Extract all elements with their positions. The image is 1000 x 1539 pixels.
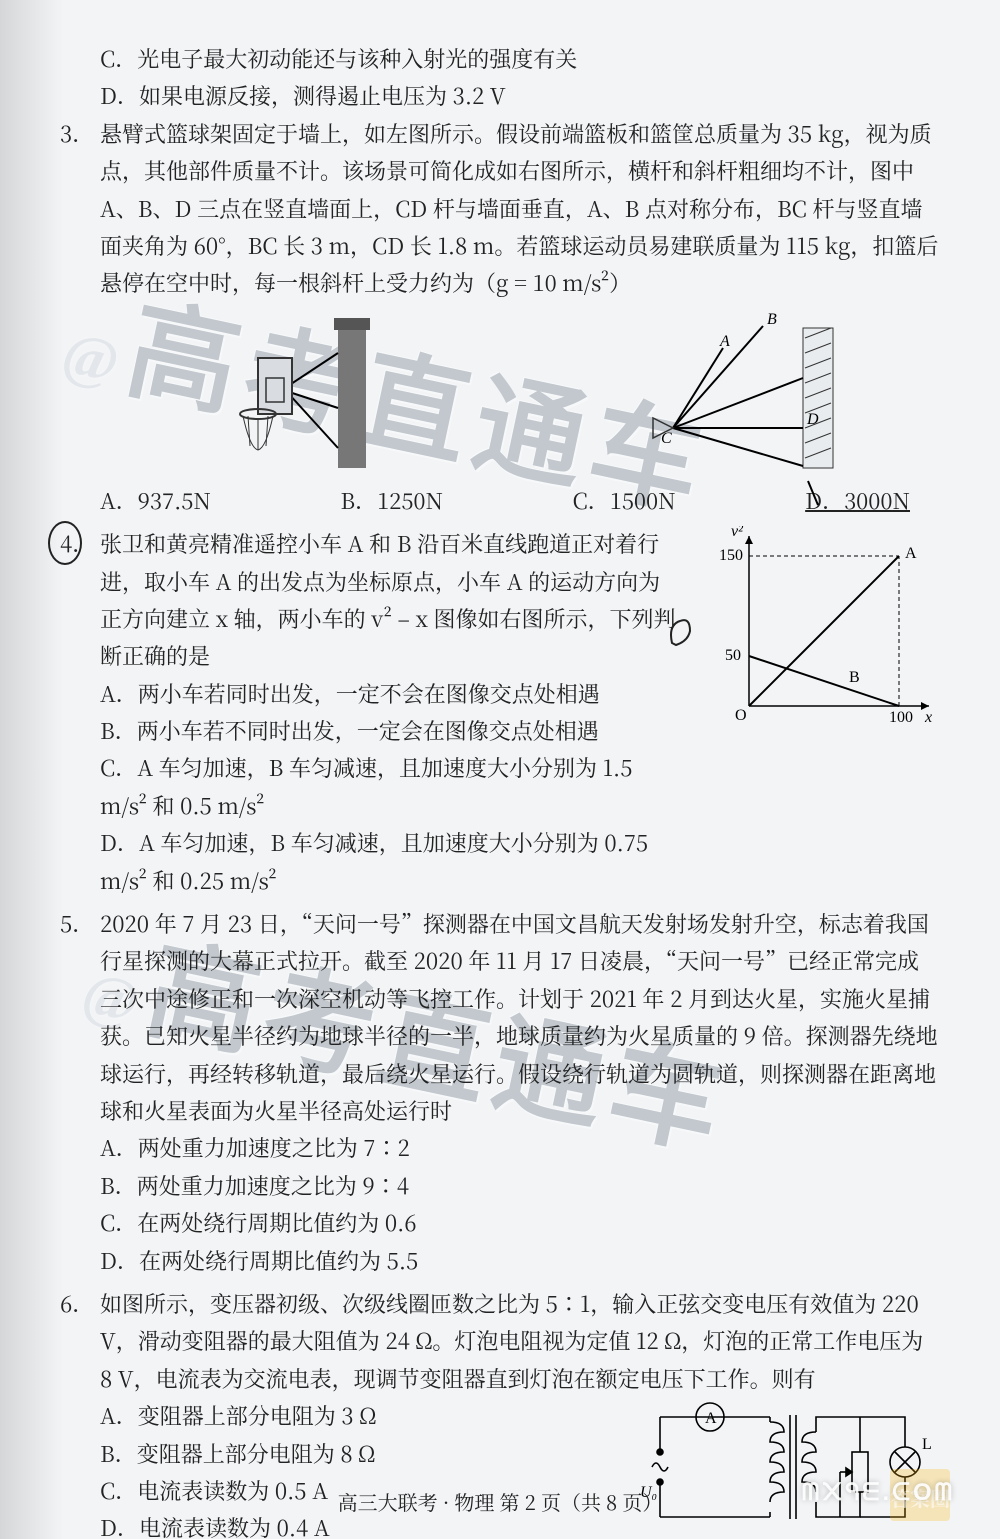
svg-text:B: B xyxy=(849,669,860,686)
svg-text:A: A xyxy=(705,1410,717,1427)
label-C: C xyxy=(661,430,672,447)
label-B: B xyxy=(767,311,777,328)
q5-stem: 2020 年 7 月 23 日，“天问一号”探测器在中国文昌航天发射场发射升空，… xyxy=(100,905,940,1129)
q4-chart: 150 50 O 100 x v² A B xyxy=(708,525,940,737)
question-4: 4． 张卫和黄亮精准遥控小车 A 和 B 沿百米直线跑道正对着行进，取小车 A … xyxy=(100,525,940,899)
q3-answer-mark xyxy=(803,478,823,508)
q3-opt-c: C．1500N xyxy=(573,482,676,519)
option-text: C．光电子最大初动能还与该种入射光的强度有关 xyxy=(100,43,577,74)
label-D: D xyxy=(806,411,819,428)
svg-text:50: 50 xyxy=(725,647,741,664)
q3-right-diagram: A B C D xyxy=(553,308,853,478)
q5-opt-a: A．两处重力加速度之比为 7∶2 xyxy=(100,1129,940,1166)
question-5: 5． 2020 年 7 月 23 日，“天问一号”探测器在中国文昌航天发射场发射… xyxy=(100,905,940,1279)
prev-option-c: C．光电子最大初动能还与该种入射光的强度有关 xyxy=(100,40,940,77)
q5-opt-b: B．两处重力加速度之比为 9∶4 xyxy=(100,1167,940,1204)
q4-opt-b: B．两小车若不同时出发，一定会在图像交点处相遇 xyxy=(100,712,682,749)
q5-opt-d: D．在两处绕行周期比值约为 5.5 xyxy=(100,1242,940,1279)
q4-number: 4． xyxy=(60,525,94,562)
q6-opt-b: B．变阻器上部分电阻为 8 Ω xyxy=(100,1435,628,1472)
exam-page: @高考直通车 @高考直通车 C．光电子最大初动能还与该种入射光的强度有关 D．如… xyxy=(0,0,1000,1539)
question-3: 3． 悬臂式篮球架固定于墙上，如左图所示。假设前端篮板和篮筐总质量为 35 kg… xyxy=(100,115,940,519)
q6-number: 6． xyxy=(60,1285,94,1322)
q4-stem: 张卫和黄亮精准遥控小车 A 和 B 沿百米直线跑道正对着行进，取小车 A 的出发… xyxy=(100,525,682,675)
q3-opt-b: B．1250N xyxy=(340,482,443,519)
site-watermark: ᗰ᙭ᑫᗴ.ᑕOᗰ xyxy=(802,1473,955,1514)
svg-text:v²: v² xyxy=(731,525,744,540)
svg-text:150: 150 xyxy=(719,547,743,564)
svg-text:A: A xyxy=(905,545,917,562)
svg-text:L: L xyxy=(922,1436,932,1453)
q3-opt-a: A．937.5N xyxy=(100,482,211,519)
q5-opt-c: C．在两处绕行周期比值约为 0.6 xyxy=(100,1204,940,1241)
q4-opt-d: D．A 车匀加速，B 车匀减速，且加速度大小分别为 0.75 m/s² 和 0.… xyxy=(100,824,682,899)
q3-left-diagram xyxy=(188,318,378,478)
svg-text:100: 100 xyxy=(889,709,913,726)
q5-number: 5． xyxy=(60,905,94,942)
option-text: D．如果电源反接，测得遏止电压为 3.2 V xyxy=(100,80,506,111)
q3-number: 3． xyxy=(60,115,94,152)
svg-text:O: O xyxy=(735,707,747,724)
q6-opt-a: A．变阻器上部分电阻为 3 Ω xyxy=(100,1397,628,1434)
q4-opt-a: A．两小车若同时出发，一定不会在图像交点处相遇 xyxy=(100,675,682,712)
q4-opt-c: C．A 车匀加速，B 车匀减速，且加速度大小分别为 1.5 m/s² 和 0.5… xyxy=(100,749,682,824)
prev-option-d: D．如果电源反接，测得遏止电压为 3.2 V xyxy=(100,77,940,114)
q4-pen-scribble xyxy=(666,615,696,651)
q3-stem: 悬臂式篮球架固定于墙上，如左图所示。假设前端篮板和篮筐总质量为 35 kg，视为… xyxy=(100,115,940,302)
svg-text:x: x xyxy=(924,709,932,726)
q6-stem: 如图所示，变压器初级、次级线圈匝数之比为 5∶1，输入正弦交变电压有效值为 22… xyxy=(100,1285,940,1397)
label-A: A xyxy=(719,333,730,350)
